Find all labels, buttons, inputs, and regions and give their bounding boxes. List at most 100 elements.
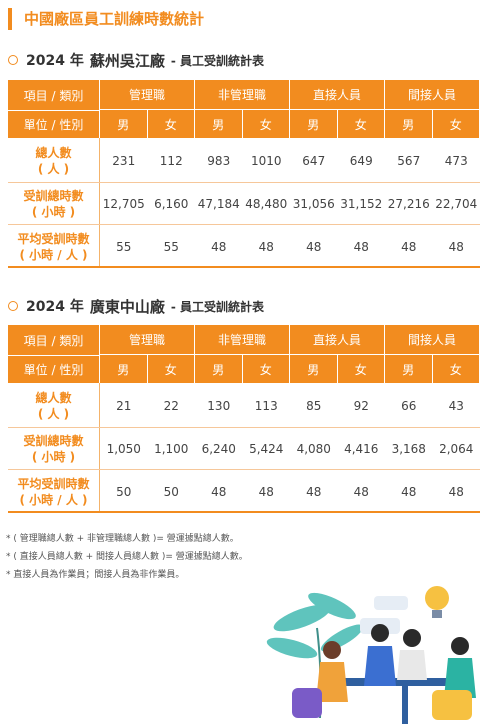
table-cell: 4,080: [296, 442, 331, 456]
title-year: 2024 年: [26, 299, 84, 315]
row-label-line: ( 小時 / 人 ): [19, 247, 88, 262]
group-header: 間接人員: [385, 80, 480, 110]
footnote: * ( 直接人員總人數 + 間接人員總人數 )= 營運據點總人數。: [6, 552, 248, 562]
title-icon: [8, 55, 18, 65]
table-cell: 50: [116, 484, 132, 499]
gender-header: 女: [432, 110, 480, 138]
chair: [432, 690, 472, 720]
table-cell: 6,240: [201, 442, 236, 456]
table-cell: 2,064: [439, 442, 474, 456]
row-label: 受訓總時數 ( 小時 ): [8, 183, 100, 225]
table-cell: 92: [353, 398, 369, 413]
bulb-base: [432, 610, 442, 618]
table-cell: 12,705: [102, 197, 145, 211]
illustration: [266, 586, 476, 724]
table-cell: 48: [258, 484, 274, 499]
table-leg: [402, 686, 408, 724]
table-cell: 4,416: [344, 442, 379, 456]
table-cell: 6,160: [154, 197, 189, 211]
table-cell: 43: [448, 398, 464, 413]
table-cell: 567: [397, 153, 421, 168]
group-header: 管理職: [100, 80, 195, 110]
row-label-line: ( 小時 / 人 ): [19, 492, 88, 507]
table-cell: 48: [306, 484, 322, 499]
group-header: 管理職: [100, 325, 195, 355]
table-cell: 1,050: [106, 442, 141, 456]
table-cell: 48: [353, 239, 369, 254]
person-head: [451, 637, 469, 655]
table-cell: 48: [211, 484, 227, 499]
person-body: [444, 658, 476, 698]
row-label-line: 總人數: [35, 145, 72, 160]
table-bottom-rule: [8, 266, 480, 268]
table-cell: 27,216: [387, 197, 430, 211]
table-cell: 85: [306, 398, 322, 413]
gender-header: 女: [242, 110, 290, 138]
group-header: 直接人員: [290, 325, 385, 355]
row-label-line: ( 小時 ): [31, 205, 76, 219]
table-cell: 3,168: [391, 442, 426, 456]
header-cell: 項目 / 類別: [8, 325, 100, 355]
row-rule: [8, 427, 480, 428]
table-cell: 231: [112, 153, 136, 168]
table-cell: 48: [448, 484, 464, 499]
row-label: 總人數( 人 ): [8, 138, 100, 183]
gender-header: 女: [147, 355, 195, 383]
page-title: 中國廠區員工訓練時數統計: [24, 10, 205, 28]
gender-header: 女: [242, 355, 290, 383]
gender-header: 男: [100, 110, 148, 138]
table-cell: 66: [401, 398, 417, 413]
title-suffix: - 員工受訓統計表: [170, 299, 265, 314]
gender-header: 女: [337, 110, 385, 138]
table-cell: 47,184: [197, 197, 240, 211]
person-head: [371, 624, 389, 642]
gender-header: 女: [147, 110, 195, 138]
footnote: * ( 管理職總人數 + 非管理職總人數 )= 營運據點總人數。: [6, 534, 239, 544]
table-cell: 55: [163, 239, 179, 254]
person-head: [323, 641, 341, 659]
row-rule: [8, 469, 480, 470]
gender-header: 男: [385, 110, 433, 138]
row-label: 總人數( 人 ): [8, 383, 100, 428]
table-cell: 983: [207, 153, 231, 168]
plant: [266, 592, 364, 659]
table-cell: 5,424: [249, 442, 284, 456]
section-title: 2024 年廣東中山廠 - 員工受訓統計表: [8, 296, 264, 316]
gender-header: 男: [195, 110, 243, 138]
title-plant: 蘇州吳江廠: [89, 51, 165, 70]
title-plant: 廣東中山廠: [89, 297, 165, 316]
bulb: [425, 586, 449, 610]
row-label-line: 平均受訓時數: [17, 231, 90, 246]
group-header: 直接人員: [290, 80, 385, 110]
row-label-line: 受訓總時數: [23, 189, 84, 203]
title-suffix: - 員工受訓統計表: [170, 53, 265, 68]
row-label-line: 平均受訓時數: [17, 476, 90, 491]
person-body: [364, 646, 396, 686]
header-cell: 單位 / 性別: [8, 110, 100, 138]
table-cell: 1,100: [154, 442, 189, 456]
header-cell: 項目 / 類別: [8, 80, 100, 110]
group-header: 非管理職: [195, 325, 290, 355]
row-rule: [8, 224, 480, 225]
gender-header: 男: [100, 355, 148, 383]
table-cell: 22,704: [435, 197, 478, 211]
table-cell: 48: [258, 239, 274, 254]
table-cell: 48: [211, 239, 227, 254]
chair: [292, 688, 322, 718]
table-cell: 1010: [250, 153, 282, 168]
row-label-line: ( 人 ): [37, 406, 70, 421]
table-cell: 55: [116, 239, 132, 254]
table-cell: 130: [207, 398, 231, 413]
header-cell: 單位 / 性別: [8, 355, 100, 383]
table-cell: 48: [401, 239, 417, 254]
footnote: * 直接人員為作業員；間接人員為非作業員。: [6, 570, 185, 580]
title-year: 2024 年: [26, 53, 84, 69]
section-title: 2024 年蘇州吳江廠 - 員工受訓統計表: [8, 50, 264, 70]
table-cell: 473: [444, 153, 468, 168]
table-cell: 48: [306, 239, 322, 254]
row-rule: [8, 182, 480, 183]
person-body: [316, 662, 348, 702]
gender-header: 女: [432, 355, 480, 383]
person-head: [403, 629, 421, 647]
table-cell: 50: [163, 484, 179, 499]
